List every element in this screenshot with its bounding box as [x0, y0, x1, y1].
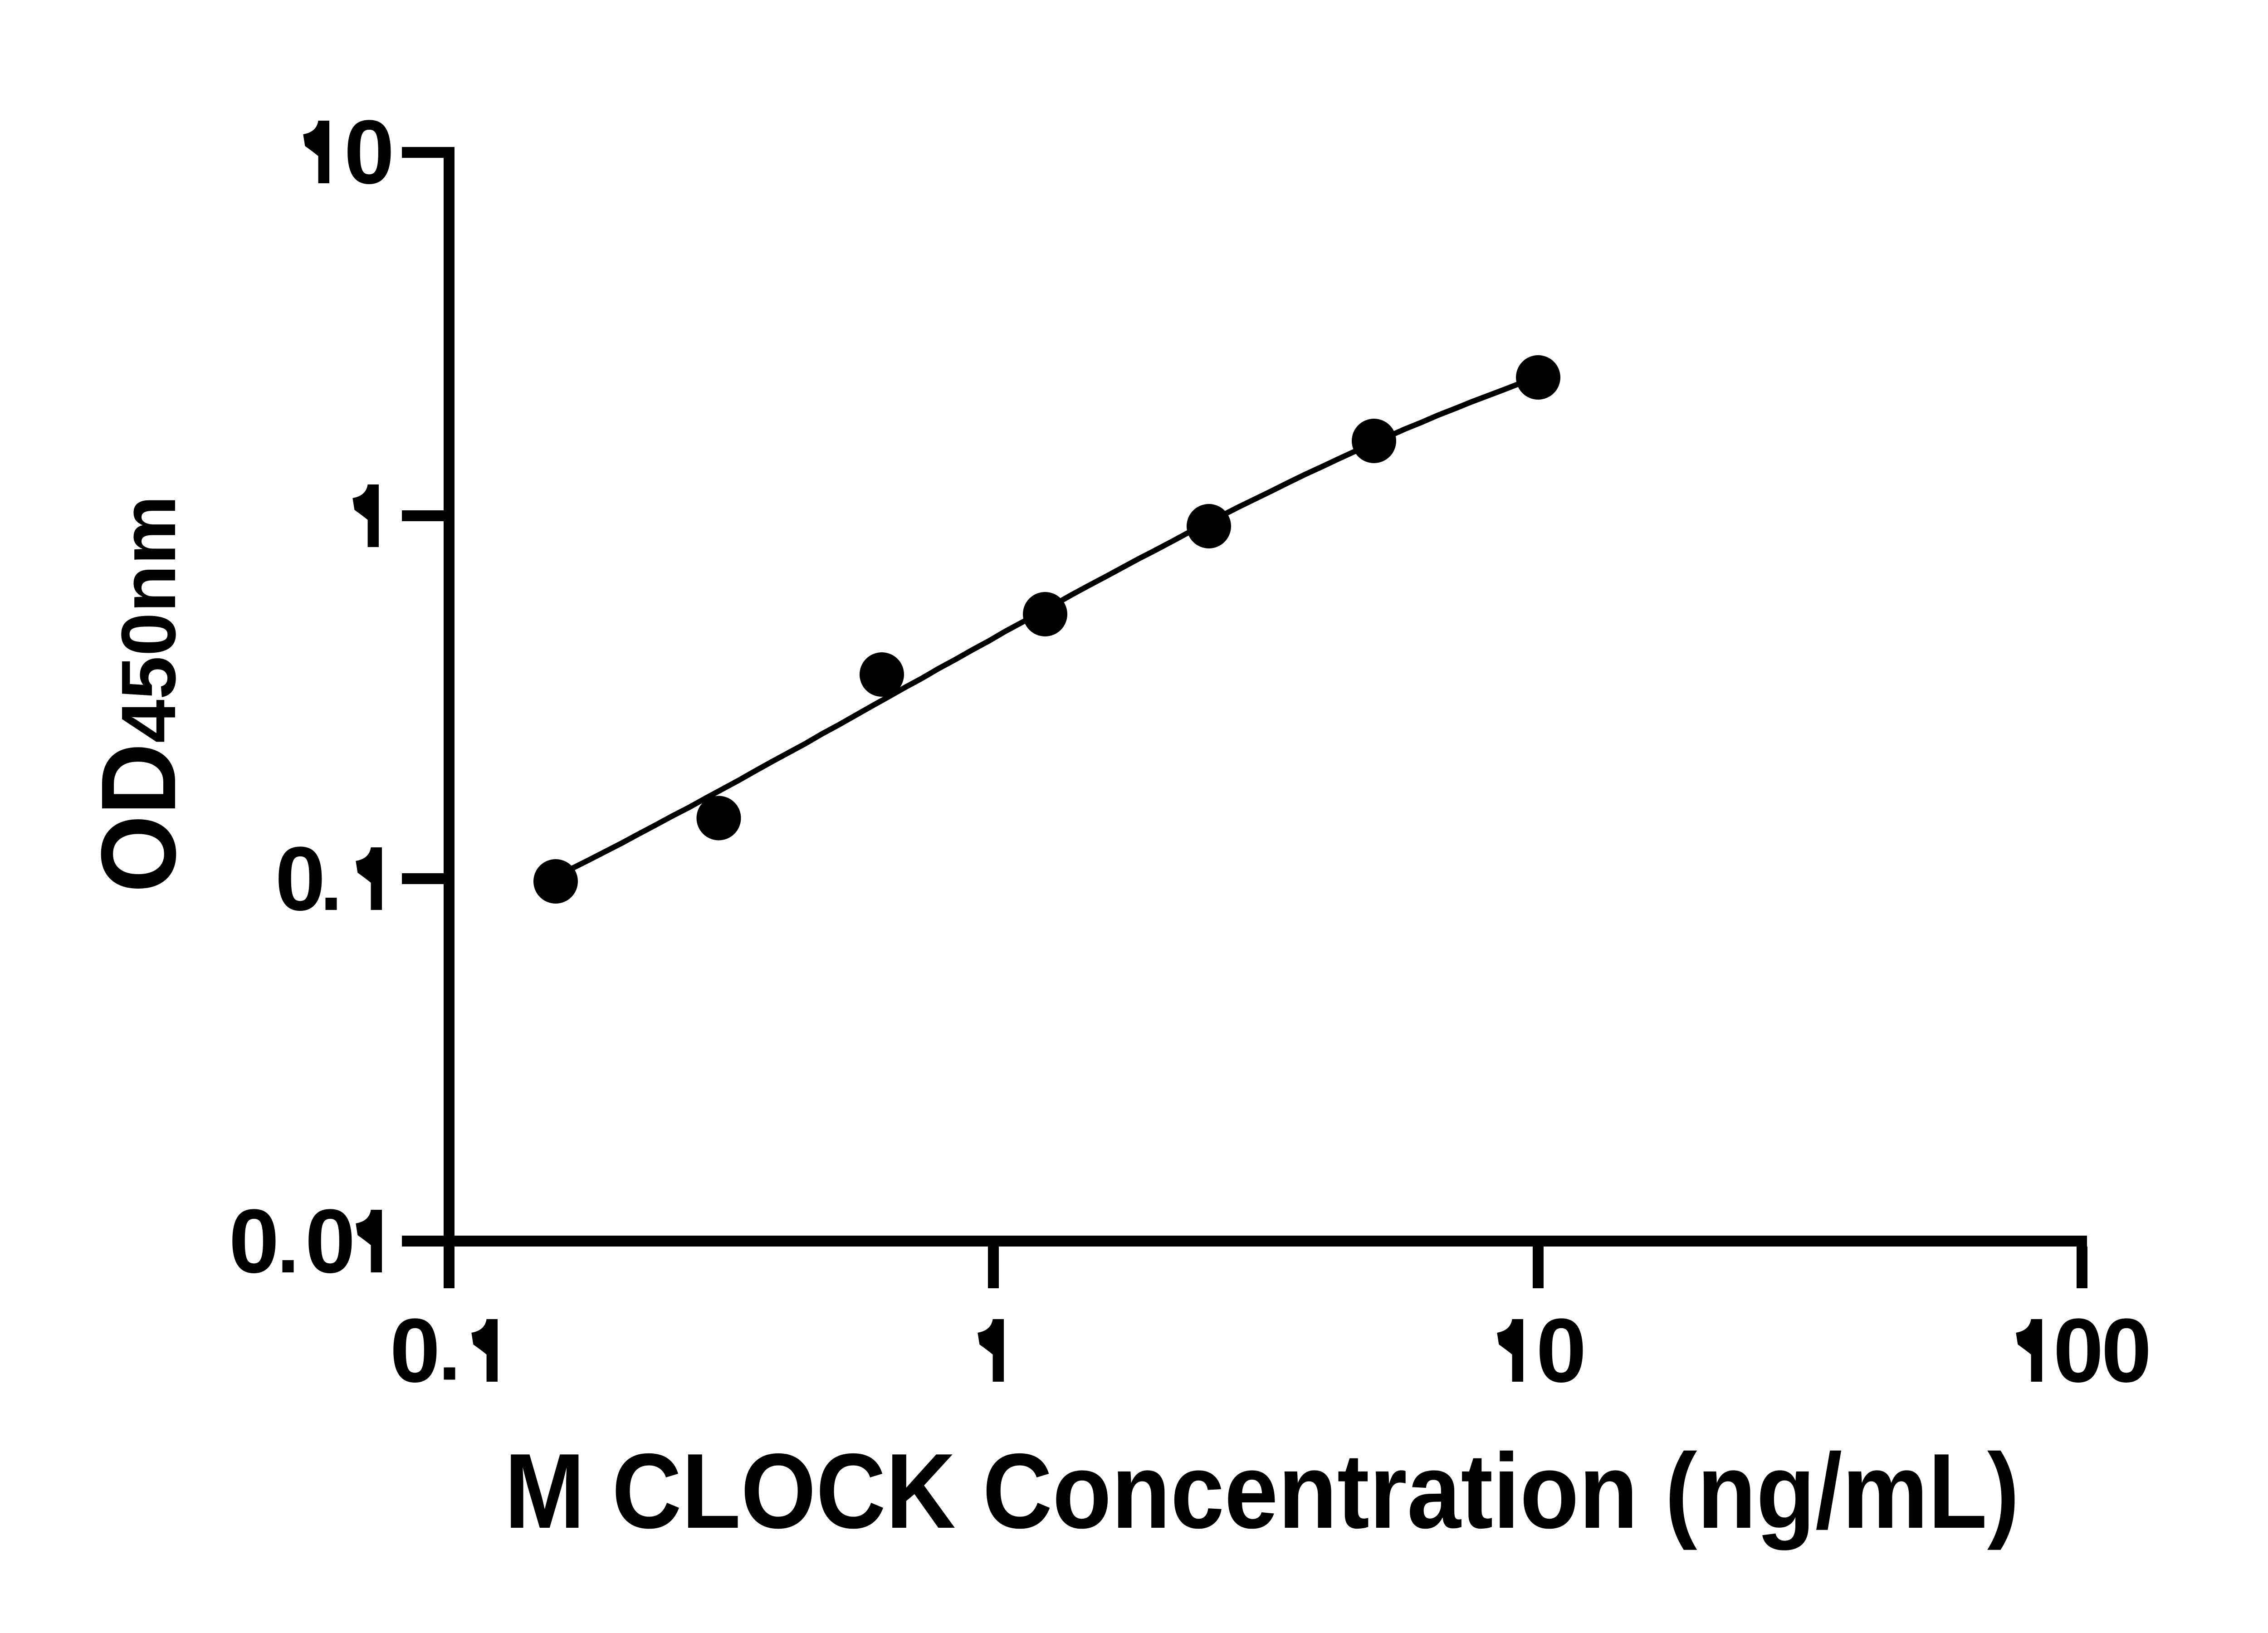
svg-text:M CLOCK Concentration (ng/mL): M CLOCK Concentration (ng/mL) [504, 1431, 2019, 1550]
svg-text:0: 0 [2053, 1300, 2103, 1401]
svg-text:0: 0 [344, 102, 394, 203]
svg-text:450nm: 450nm [106, 495, 192, 743]
svg-text:0: 0 [305, 1191, 355, 1292]
svg-text:OD: OD [79, 743, 198, 893]
svg-text:0: 0 [390, 1300, 440, 1401]
svg-text:0: 0 [229, 1191, 279, 1292]
svg-text:0: 0 [2101, 1300, 2151, 1401]
svg-text:0: 0 [275, 828, 325, 929]
svg-text:0: 0 [1536, 1300, 1586, 1401]
